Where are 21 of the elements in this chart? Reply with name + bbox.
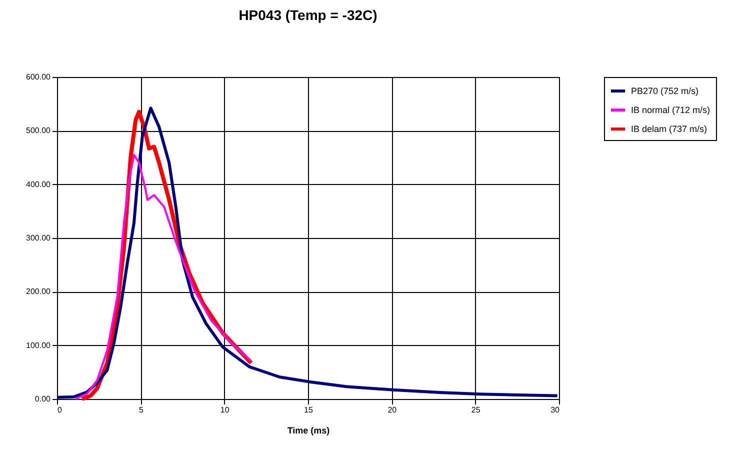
y-tick-label: 0.00: [34, 394, 52, 404]
line-series: [74, 154, 252, 400]
y-tick-label: 200.00: [26, 287, 52, 296]
y-tick-label: 500.00: [26, 126, 52, 136]
x-tick-label: 10: [220, 406, 230, 414]
y-tick-label: 300.00: [26, 234, 52, 242]
y-tick-label: 400.00: [26, 180, 52, 189]
legend-label: PB270 (752 m/s): [631, 86, 699, 96]
legend-label: IB normal (712 m/s): [631, 105, 710, 115]
y-tick-label: 600.00: [26, 72, 52, 82]
x-tick-label: 15: [304, 406, 314, 414]
y-tick-label: 100.00: [26, 340, 52, 350]
chart-title: HP043 (Temp = -32C): [238, 7, 378, 23]
line-series: [56, 106, 559, 399]
legend-label: IB delam (737 m/s): [631, 124, 708, 134]
x-tick-label: 5: [138, 406, 144, 414]
x-tick-label: 25: [471, 406, 481, 414]
x-axis-title: Time (ms): [287, 426, 330, 436]
x-tick-label: 20: [388, 406, 398, 414]
x-tick-label: 30: [550, 406, 560, 414]
x-tick-label: 0: [58, 406, 62, 414]
